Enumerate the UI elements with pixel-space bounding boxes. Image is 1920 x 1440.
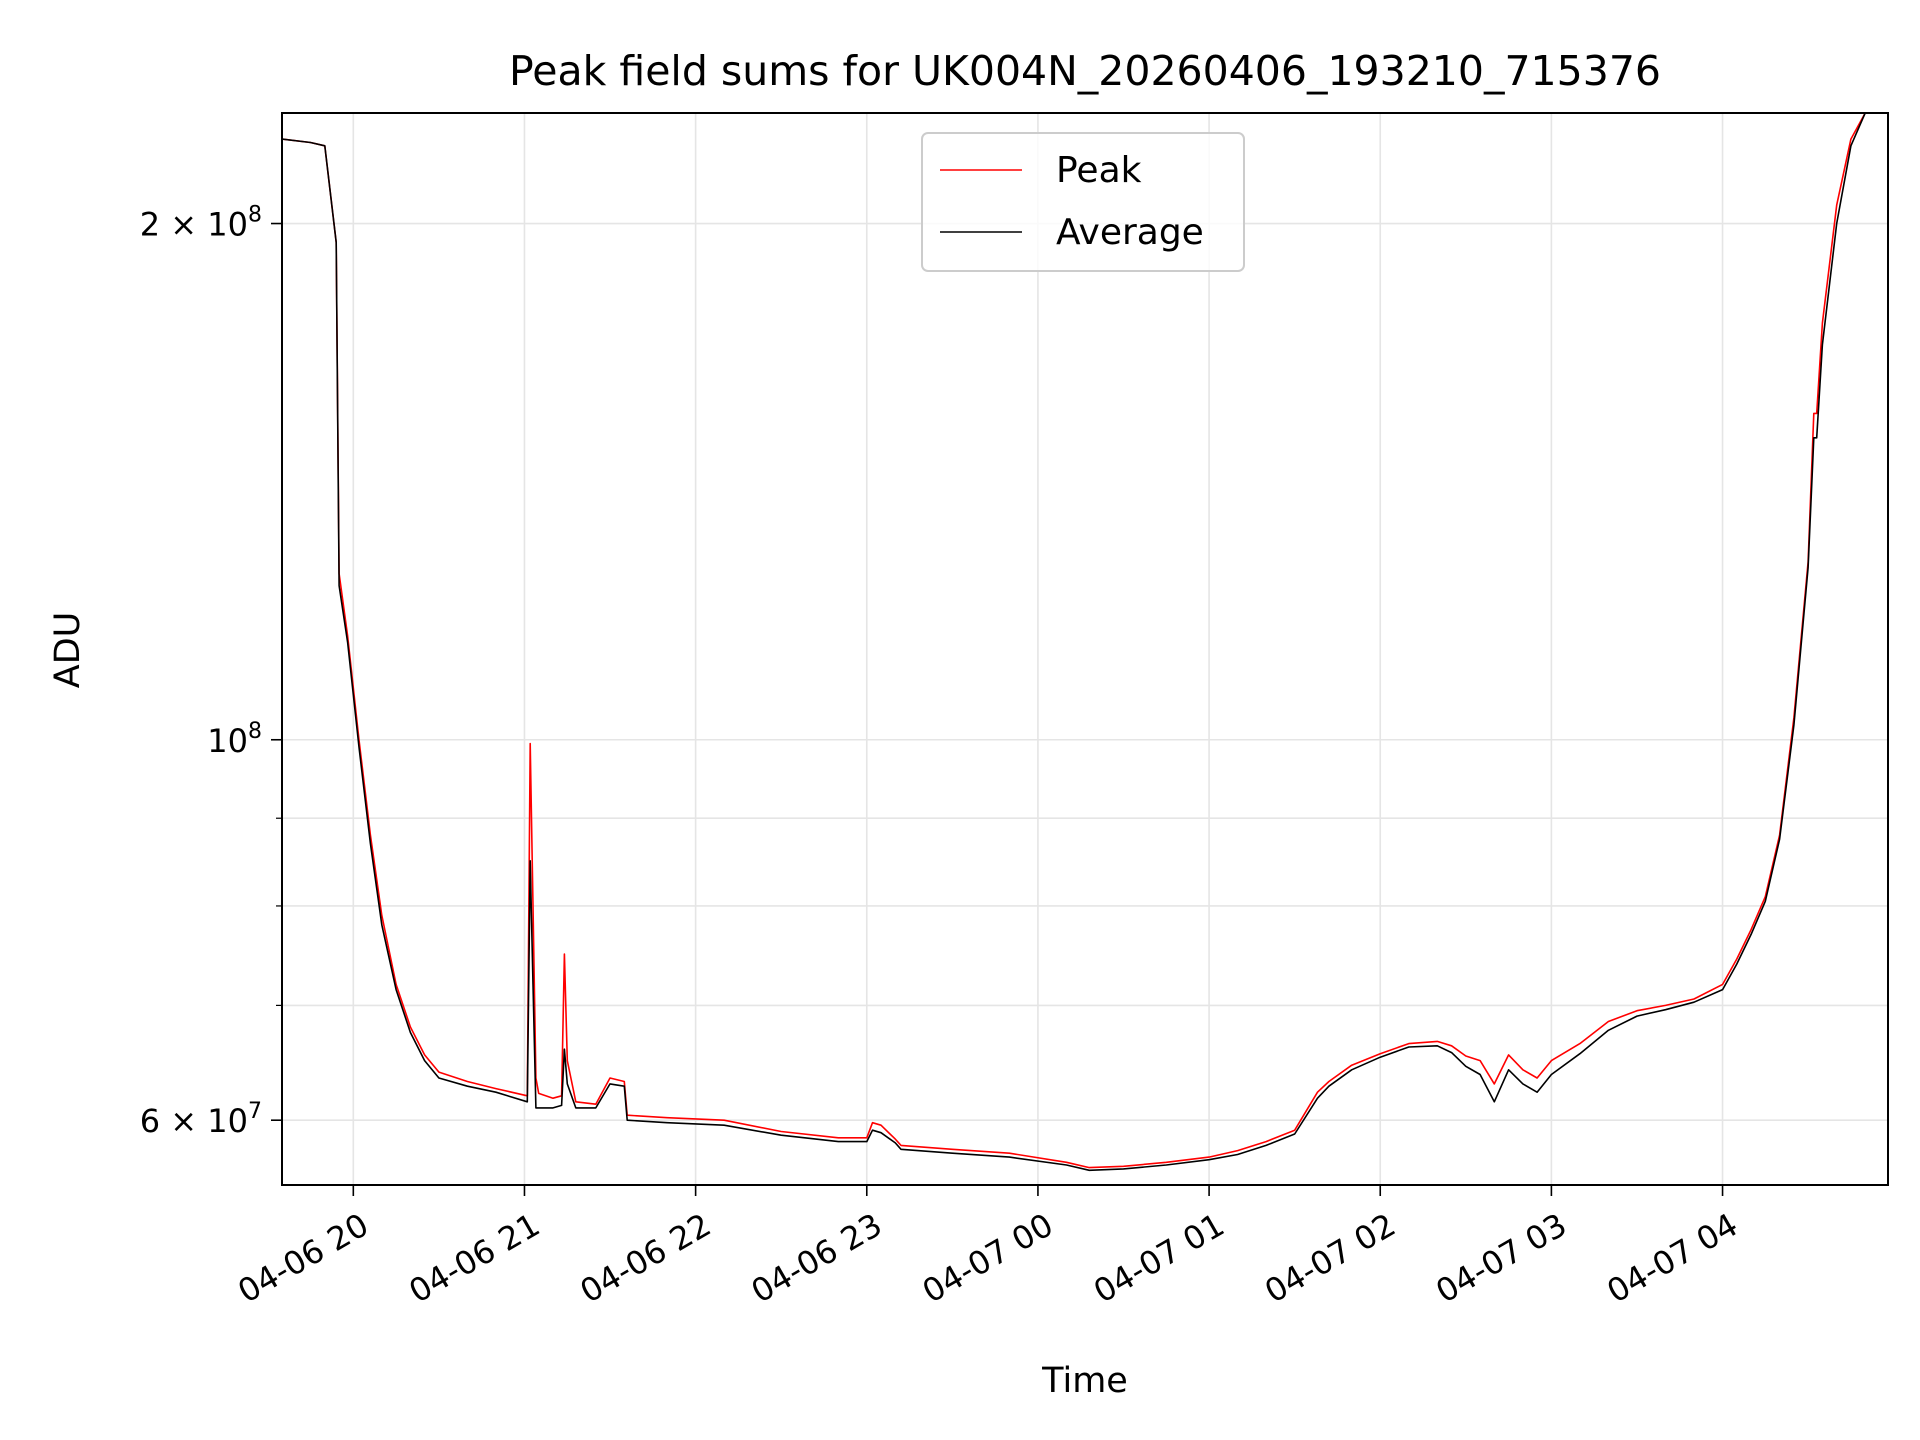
y-tick-label-exponent: 7	[248, 1099, 262, 1124]
chart-title: Peak field sums for UK004N_20260406_1932…	[509, 47, 1661, 95]
legend-label-average: Average	[1056, 212, 1204, 253]
series-line-peak	[282, 113, 1888, 1169]
plot-frame	[281, 112, 1889, 1186]
grid	[282, 113, 1888, 1185]
series-layer	[282, 113, 1888, 1172]
y-tick-label-base: 2 × 10	[140, 206, 248, 244]
y-tick-label-exponent: 8	[248, 719, 262, 744]
y-axis-label: ADU	[48, 612, 88, 689]
legend-box	[921, 132, 1245, 272]
y-tick-label-base: 6 × 10	[140, 1102, 248, 1140]
y-tick-label-base: 10	[207, 722, 248, 760]
x-axis-label: Time	[1041, 1361, 1128, 1401]
series-line-average	[282, 113, 1888, 1172]
legend: Peak Average	[921, 132, 1245, 272]
y-tick-label: 2 × 108	[140, 203, 262, 244]
y-tick-label-exponent: 8	[248, 203, 262, 228]
y-tick-label: 6 × 107	[140, 1099, 262, 1140]
y-tick-label: 108	[207, 719, 262, 760]
legend-label-peak: Peak	[1056, 150, 1142, 191]
